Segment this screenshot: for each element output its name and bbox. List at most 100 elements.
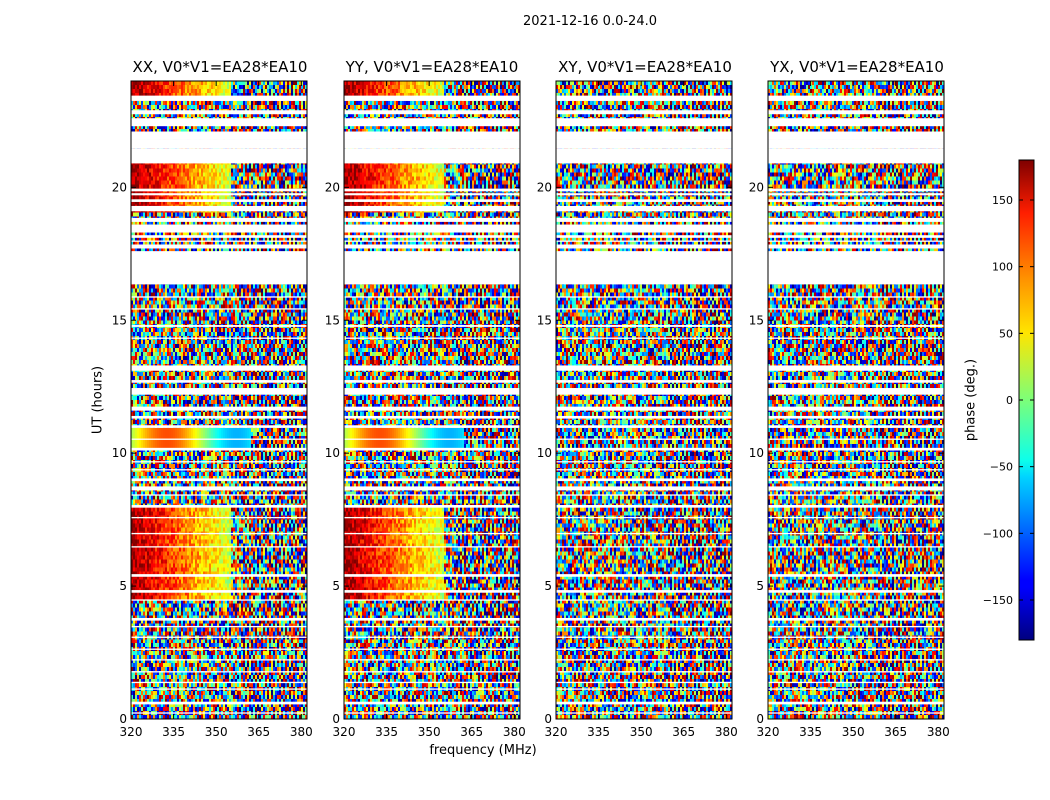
data-gap xyxy=(768,681,944,684)
x-tick-label: 365 xyxy=(247,725,270,739)
x-tick-label: 350 xyxy=(842,725,865,739)
data-gap xyxy=(768,425,944,428)
data-gap xyxy=(131,425,307,428)
x-tick-label: 380 xyxy=(927,725,950,739)
data-gap xyxy=(556,380,732,383)
y-tick-label: 0 xyxy=(332,712,340,726)
data-gap xyxy=(131,636,307,638)
data-gap xyxy=(768,671,944,673)
data-gap xyxy=(131,337,307,339)
panel-title-yx: YX, V0*V1=EA28*EA10 xyxy=(770,58,944,76)
data-gap xyxy=(131,516,307,519)
data-gap xyxy=(344,659,520,661)
x-tick-label: 320 xyxy=(545,725,568,739)
data-gap xyxy=(556,388,732,395)
colorbar-tick-label: −100 xyxy=(983,527,1013,540)
data-gap xyxy=(768,712,944,714)
data-gap xyxy=(768,188,944,192)
figure-title: 2021-12-16 0.0-24.0 xyxy=(523,14,657,29)
data-gap xyxy=(344,95,520,101)
data-gap xyxy=(768,532,944,535)
data-gap xyxy=(344,205,520,212)
x-tick-label: 320 xyxy=(333,725,356,739)
data-gap xyxy=(344,516,520,519)
data-gap xyxy=(768,625,944,628)
data-gap xyxy=(344,574,520,577)
data-gap xyxy=(344,425,520,428)
data-gap xyxy=(768,240,944,242)
data-gap xyxy=(556,188,732,192)
data-gap xyxy=(344,380,520,383)
data-gap xyxy=(768,438,944,440)
data-gap xyxy=(768,461,944,463)
data-gap xyxy=(344,388,520,395)
data-gap xyxy=(344,244,520,249)
data-gap xyxy=(768,388,944,395)
data-gap xyxy=(556,95,732,101)
data-gap xyxy=(131,325,307,327)
data-gap xyxy=(556,574,732,577)
data-gap xyxy=(131,648,307,650)
data-gap xyxy=(556,365,732,371)
data-gap xyxy=(131,199,307,202)
data-gap xyxy=(344,625,520,628)
data-gap xyxy=(768,701,944,705)
data-gap xyxy=(556,648,732,650)
data-gap xyxy=(131,235,307,238)
y-tick-label: 20 xyxy=(749,180,764,194)
y-tick-label: 10 xyxy=(112,446,127,460)
data-gap xyxy=(344,648,520,650)
data-gap xyxy=(131,532,307,535)
data-gap xyxy=(344,118,520,127)
data-gap xyxy=(131,365,307,371)
data-gap xyxy=(344,193,520,196)
data-gap xyxy=(768,337,944,339)
data-gap xyxy=(768,131,944,140)
y-tick-label: 0 xyxy=(544,712,552,726)
data-gap xyxy=(131,224,307,233)
x-tick-label: 380 xyxy=(715,725,738,739)
data-gap xyxy=(131,95,307,101)
data-gap xyxy=(344,688,520,690)
data-gap xyxy=(131,244,307,249)
data-gap xyxy=(344,188,520,192)
y-tick-label: 15 xyxy=(537,313,552,327)
data-gap xyxy=(131,712,307,714)
data-gap xyxy=(131,447,307,451)
data-gap xyxy=(131,148,307,164)
data-gap xyxy=(131,671,307,673)
x-axis-label: frequency (MHz) xyxy=(429,743,537,758)
y-tick-label: 10 xyxy=(749,446,764,460)
x-tick-label: 380 xyxy=(503,725,526,739)
x-tick-label: 365 xyxy=(672,725,695,739)
data-gap xyxy=(556,659,732,661)
data-gap xyxy=(556,532,732,535)
data-gap xyxy=(768,251,944,285)
data-gap xyxy=(556,478,732,482)
y-tick-label: 15 xyxy=(749,313,764,327)
x-tick-label: 335 xyxy=(587,725,610,739)
data-gap xyxy=(344,532,520,535)
data-gap xyxy=(768,118,944,127)
x-tick-label: 350 xyxy=(418,725,441,739)
axes-frame xyxy=(130,80,308,720)
data-gap xyxy=(556,688,732,690)
data-gap xyxy=(344,308,520,310)
data-gap xyxy=(768,546,944,548)
x-tick-label: 350 xyxy=(205,725,228,739)
data-gap xyxy=(556,425,732,428)
x-tick-label: 365 xyxy=(884,725,907,739)
data-gap xyxy=(768,486,944,491)
data-gap xyxy=(131,659,307,661)
x-tick-label: 350 xyxy=(630,725,653,739)
y-tick-label: 20 xyxy=(112,180,127,194)
x-tick-label: 380 xyxy=(290,725,313,739)
phase-heatmap xyxy=(344,81,520,719)
data-gap xyxy=(131,406,307,411)
data-gap xyxy=(131,574,307,577)
panel-4: 320 335 350 365 380 0 5 10 15 20 xyxy=(749,80,950,739)
data-gap xyxy=(344,240,520,242)
data-gap xyxy=(556,617,732,621)
